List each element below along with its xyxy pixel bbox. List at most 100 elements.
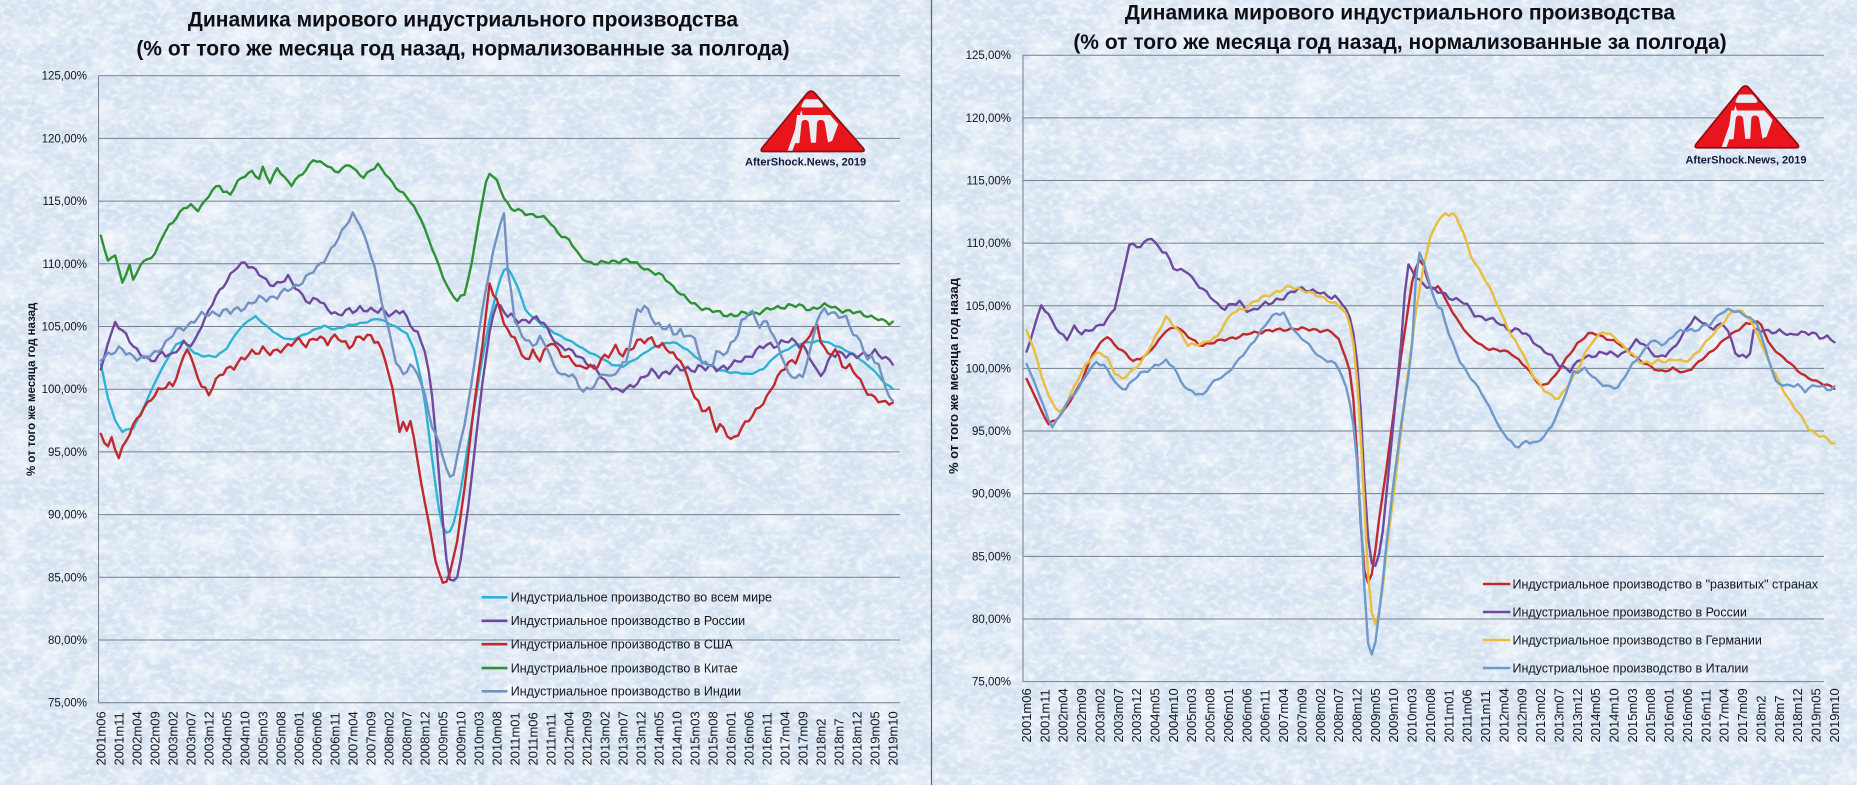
svg-text:Индустриальное производство в: Индустриальное производство в России — [1513, 605, 1747, 619]
svg-text:2002m09: 2002m09 — [148, 711, 163, 765]
svg-text:85,00%: 85,00% — [972, 551, 1011, 563]
svg-text:80,00%: 80,00% — [48, 635, 87, 647]
svg-text:2016m11: 2016m11 — [1698, 689, 1713, 742]
svg-text:2010m03: 2010m03 — [472, 711, 487, 765]
svg-text:2009m05: 2009m05 — [436, 711, 451, 765]
svg-text:2001m06: 2001m06 — [1019, 688, 1034, 742]
svg-text:95,00%: 95,00% — [972, 426, 1011, 438]
svg-text:2009m05: 2009m05 — [1368, 688, 1383, 742]
svg-text:2005m03: 2005m03 — [1184, 688, 1199, 742]
svg-text:2007m04: 2007m04 — [1276, 688, 1291, 742]
svg-text:2016m01: 2016m01 — [724, 711, 739, 765]
svg-text:2001m11: 2001m11 — [112, 712, 127, 765]
svg-text:125,00%: 125,00% — [42, 71, 87, 83]
svg-text:2015m08: 2015m08 — [706, 711, 721, 765]
svg-text:120,00%: 120,00% — [966, 113, 1011, 125]
svg-text:2007m09: 2007m09 — [364, 711, 379, 765]
svg-text:2011m06: 2011m06 — [1460, 689, 1475, 742]
svg-text:2018m2: 2018m2 — [814, 719, 829, 766]
svg-text:% от того же месяца год назад: % от того же месяца год назад — [946, 277, 961, 474]
svg-text:90,00%: 90,00% — [972, 489, 1011, 501]
svg-text:2006m11: 2006m11 — [328, 712, 343, 765]
svg-text:2009m10: 2009m10 — [454, 711, 469, 765]
svg-text:2006m01: 2006m01 — [1221, 688, 1236, 742]
svg-text:2003m07: 2003m07 — [184, 711, 199, 765]
svg-text:2003m07: 2003m07 — [1111, 688, 1126, 742]
svg-text:% от того же месяца год назад: % от того же месяца год назад — [26, 302, 38, 476]
svg-text:2005m08: 2005m08 — [1203, 688, 1218, 742]
svg-text:2005m08: 2005m08 — [274, 711, 289, 765]
svg-text:80,00%: 80,00% — [972, 614, 1011, 626]
svg-text:75,00%: 75,00% — [48, 698, 87, 710]
svg-text:100,00%: 100,00% — [42, 384, 87, 396]
svg-text:2012m09: 2012m09 — [1515, 688, 1530, 742]
svg-text:2003m12: 2003m12 — [202, 711, 217, 765]
svg-text:2002m04: 2002m04 — [1056, 688, 1071, 742]
svg-text:2003m02: 2003m02 — [166, 711, 181, 765]
svg-text:Индустриальное производство в: Индустриальное производство в России — [511, 614, 745, 628]
svg-text:2006m11: 2006m11 — [1258, 689, 1273, 742]
svg-text:2019m10: 2019m10 — [886, 711, 901, 765]
svg-text:2007m09: 2007m09 — [1294, 688, 1309, 742]
svg-text:2016m11: 2016m11 — [760, 712, 775, 765]
svg-text:2014m10: 2014m10 — [1607, 688, 1622, 742]
svg-text:75,00%: 75,00% — [972, 677, 1011, 689]
svg-text:2008m12: 2008m12 — [418, 711, 433, 765]
svg-text:2015m03: 2015m03 — [688, 711, 703, 765]
svg-text:2014m05: 2014m05 — [1588, 688, 1603, 742]
svg-text:Индустриальное производство в: Индустриальное производство в Китае — [511, 661, 738, 675]
svg-text:(% от того же месяца год назад: (% от того же месяца год назад, нормализ… — [1073, 31, 1726, 54]
svg-text:100,00%: 100,00% — [966, 363, 1011, 375]
svg-text:2012m04: 2012m04 — [1496, 688, 1511, 742]
svg-text:Индустриальное производство в: Индустриальное производство в Германии — [1513, 633, 1762, 647]
svg-text:2012m04: 2012m04 — [562, 711, 577, 765]
svg-text:2018m12: 2018m12 — [850, 711, 865, 765]
svg-text:AfterShock.News, 2019: AfterShock.News, 2019 — [1685, 155, 1806, 167]
svg-text:115,00%: 115,00% — [966, 176, 1011, 188]
svg-text:105,00%: 105,00% — [966, 301, 1011, 313]
svg-text:2010m08: 2010m08 — [490, 711, 505, 765]
svg-text:2003m02: 2003m02 — [1092, 688, 1107, 742]
svg-text:(% от того же месяца год назад: (% от того же месяца год назад, нормализ… — [136, 38, 789, 61]
svg-text:2014m10: 2014m10 — [670, 711, 685, 765]
svg-text:2008m02: 2008m02 — [1313, 688, 1328, 742]
svg-text:2008m07: 2008m07 — [1331, 688, 1346, 742]
svg-text:95,00%: 95,00% — [48, 447, 87, 459]
svg-text:2017m04: 2017m04 — [778, 711, 793, 765]
svg-text:90,00%: 90,00% — [48, 510, 87, 522]
svg-text:2005m03: 2005m03 — [256, 711, 271, 765]
svg-text:2006m06: 2006m06 — [1239, 688, 1254, 742]
svg-text:2013m12: 2013m12 — [1570, 688, 1585, 742]
svg-text:Индустриальное производство в: Индустриальное производство в Италии — [1513, 661, 1749, 675]
svg-text:2016m01: 2016m01 — [1662, 688, 1677, 742]
svg-text:2004m10: 2004m10 — [1166, 688, 1181, 742]
svg-text:2017m04: 2017m04 — [1717, 688, 1732, 742]
svg-text:85,00%: 85,00% — [48, 572, 87, 584]
svg-text:2011m11: 2011m11 — [1478, 690, 1493, 742]
svg-text:2019m10: 2019m10 — [1827, 688, 1842, 742]
svg-text:2011m01: 2011m01 — [1441, 689, 1456, 742]
svg-text:2015m08: 2015m08 — [1643, 688, 1658, 742]
svg-text:110,00%: 110,00% — [966, 238, 1011, 250]
svg-text:2012m09: 2012m09 — [580, 711, 595, 765]
svg-text:2008m07: 2008m07 — [400, 711, 415, 765]
svg-text:2011m01: 2011m01 — [508, 712, 523, 765]
svg-text:2018m12: 2018m12 — [1790, 688, 1805, 742]
svg-text:2017m09: 2017m09 — [1735, 688, 1750, 742]
svg-text:2019m05: 2019m05 — [1809, 688, 1824, 742]
svg-text:2004m10: 2004m10 — [238, 711, 253, 765]
svg-text:2018m7: 2018m7 — [832, 719, 847, 766]
svg-text:120,00%: 120,00% — [42, 133, 87, 145]
svg-text:2004m05: 2004m05 — [1148, 688, 1163, 742]
svg-text:2016m06: 2016m06 — [742, 711, 757, 765]
svg-text:110,00%: 110,00% — [42, 259, 87, 271]
svg-text:105,00%: 105,00% — [42, 322, 87, 334]
svg-text:2001m11: 2001m11 — [1037, 689, 1052, 742]
svg-text:2018m7: 2018m7 — [1772, 696, 1787, 743]
svg-text:2017m09: 2017m09 — [796, 711, 811, 765]
svg-text:2003m12: 2003m12 — [1129, 688, 1144, 742]
svg-text:2010m03: 2010m03 — [1405, 688, 1420, 742]
svg-text:Динамика мирового индустриальн: Динамика мирового индустриального произв… — [1125, 2, 1676, 25]
svg-text:2013m07: 2013m07 — [616, 711, 631, 765]
svg-text:AfterShock.News, 2019: AfterShock.News, 2019 — [745, 157, 866, 169]
